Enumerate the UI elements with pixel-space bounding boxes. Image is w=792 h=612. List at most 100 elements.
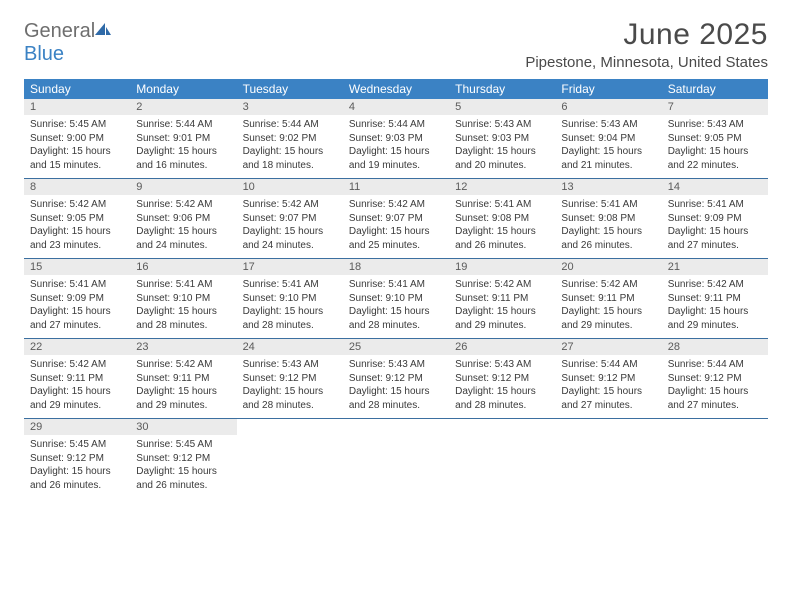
day-number: 11 bbox=[343, 179, 449, 195]
day-cell: Sunrise: 5:41 AMSunset: 9:10 PMDaylight:… bbox=[130, 275, 236, 338]
daylight-line: Daylight: 15 hours and 25 minutes. bbox=[349, 225, 443, 252]
day-cell bbox=[237, 435, 343, 498]
day-number: 2 bbox=[130, 99, 236, 115]
day-number: 24 bbox=[237, 339, 343, 355]
sunrise-line: Sunrise: 5:44 AM bbox=[668, 358, 762, 372]
sunrise-line: Sunrise: 5:45 AM bbox=[30, 438, 124, 452]
sunset-line: Sunset: 9:08 PM bbox=[455, 212, 549, 226]
day-cell: Sunrise: 5:45 AMSunset: 9:12 PMDaylight:… bbox=[24, 435, 130, 498]
day-cell: Sunrise: 5:42 AMSunset: 9:07 PMDaylight:… bbox=[343, 195, 449, 258]
day-cell: Sunrise: 5:42 AMSunset: 9:05 PMDaylight:… bbox=[24, 195, 130, 258]
daylight-line: Daylight: 15 hours and 22 minutes. bbox=[668, 145, 762, 172]
day-cell: Sunrise: 5:44 AMSunset: 9:12 PMDaylight:… bbox=[662, 355, 768, 418]
daylight-line: Daylight: 15 hours and 29 minutes. bbox=[30, 385, 124, 412]
daylight-line: Daylight: 15 hours and 28 minutes. bbox=[455, 385, 549, 412]
week-row: 2930Sunrise: 5:45 AMSunset: 9:12 PMDayli… bbox=[24, 418, 768, 498]
day-number: 3 bbox=[237, 99, 343, 115]
daylight-line: Daylight: 15 hours and 26 minutes. bbox=[136, 465, 230, 492]
dow-sunday: Sunday bbox=[24, 79, 130, 99]
sunrise-line: Sunrise: 5:42 AM bbox=[136, 358, 230, 372]
day-cell: Sunrise: 5:45 AMSunset: 9:00 PMDaylight:… bbox=[24, 115, 130, 178]
day-number: 30 bbox=[130, 419, 236, 435]
day-number: 21 bbox=[662, 259, 768, 275]
sunset-line: Sunset: 9:12 PM bbox=[561, 372, 655, 386]
sunrise-line: Sunrise: 5:44 AM bbox=[243, 118, 337, 132]
logo-blue: Blue bbox=[24, 43, 64, 65]
day-cell: Sunrise: 5:44 AMSunset: 9:12 PMDaylight:… bbox=[555, 355, 661, 418]
sunset-line: Sunset: 9:06 PM bbox=[136, 212, 230, 226]
daylight-line: Daylight: 15 hours and 29 minutes. bbox=[455, 305, 549, 332]
daylight-line: Daylight: 15 hours and 23 minutes. bbox=[30, 225, 124, 252]
daylight-line: Daylight: 15 hours and 21 minutes. bbox=[561, 145, 655, 172]
week-row: 15161718192021Sunrise: 5:41 AMSunset: 9:… bbox=[24, 258, 768, 338]
day-cell: Sunrise: 5:42 AMSunset: 9:06 PMDaylight:… bbox=[130, 195, 236, 258]
logo-general: General bbox=[24, 20, 95, 42]
sunrise-line: Sunrise: 5:44 AM bbox=[561, 358, 655, 372]
day-cell: Sunrise: 5:41 AMSunset: 9:08 PMDaylight:… bbox=[555, 195, 661, 258]
sunset-line: Sunset: 9:07 PM bbox=[243, 212, 337, 226]
day-cell: Sunrise: 5:44 AMSunset: 9:01 PMDaylight:… bbox=[130, 115, 236, 178]
sunrise-line: Sunrise: 5:41 AM bbox=[136, 278, 230, 292]
daylight-line: Daylight: 15 hours and 28 minutes. bbox=[349, 385, 443, 412]
day-number: 25 bbox=[343, 339, 449, 355]
daylight-line: Daylight: 15 hours and 18 minutes. bbox=[243, 145, 337, 172]
sunset-line: Sunset: 9:09 PM bbox=[30, 292, 124, 306]
day-cell: Sunrise: 5:41 AMSunset: 9:09 PMDaylight:… bbox=[24, 275, 130, 338]
page-subtitle: Pipestone, Minnesota, United States bbox=[525, 54, 768, 71]
sunset-line: Sunset: 9:07 PM bbox=[349, 212, 443, 226]
sunrise-line: Sunrise: 5:41 AM bbox=[561, 198, 655, 212]
daylight-line: Daylight: 15 hours and 29 minutes. bbox=[136, 385, 230, 412]
day-number: 8 bbox=[24, 179, 130, 195]
daylight-line: Daylight: 15 hours and 28 minutes. bbox=[243, 385, 337, 412]
sunset-line: Sunset: 9:09 PM bbox=[668, 212, 762, 226]
day-cell: Sunrise: 5:41 AMSunset: 9:10 PMDaylight:… bbox=[343, 275, 449, 338]
week-row: 891011121314Sunrise: 5:42 AMSunset: 9:05… bbox=[24, 178, 768, 258]
calendar: Sunday Monday Tuesday Wednesday Thursday… bbox=[24, 79, 768, 498]
sunrise-line: Sunrise: 5:41 AM bbox=[243, 278, 337, 292]
day-cell: Sunrise: 5:43 AMSunset: 9:03 PMDaylight:… bbox=[449, 115, 555, 178]
day-number: 10 bbox=[237, 179, 343, 195]
sunset-line: Sunset: 9:12 PM bbox=[349, 372, 443, 386]
daylight-line: Daylight: 15 hours and 29 minutes. bbox=[668, 305, 762, 332]
day-cell bbox=[662, 435, 768, 498]
day-number: 15 bbox=[24, 259, 130, 275]
day-number bbox=[343, 419, 449, 435]
day-cell: Sunrise: 5:42 AMSunset: 9:11 PMDaylight:… bbox=[555, 275, 661, 338]
sunset-line: Sunset: 9:10 PM bbox=[136, 292, 230, 306]
sunrise-line: Sunrise: 5:42 AM bbox=[455, 278, 549, 292]
logo-sail-icon bbox=[93, 20, 113, 43]
daylight-line: Daylight: 15 hours and 27 minutes. bbox=[561, 385, 655, 412]
daylight-line: Daylight: 15 hours and 27 minutes. bbox=[30, 305, 124, 332]
day-cell bbox=[449, 435, 555, 498]
sunrise-line: Sunrise: 5:42 AM bbox=[136, 198, 230, 212]
sunset-line: Sunset: 9:11 PM bbox=[455, 292, 549, 306]
dow-row: Sunday Monday Tuesday Wednesday Thursday… bbox=[24, 79, 768, 99]
sunrise-line: Sunrise: 5:44 AM bbox=[349, 118, 443, 132]
header: General Blue June 2025 Pipestone, Minnes… bbox=[24, 18, 768, 71]
day-cell: Sunrise: 5:41 AMSunset: 9:09 PMDaylight:… bbox=[662, 195, 768, 258]
daylight-line: Daylight: 15 hours and 19 minutes. bbox=[349, 145, 443, 172]
day-cell: Sunrise: 5:41 AMSunset: 9:08 PMDaylight:… bbox=[449, 195, 555, 258]
dow-friday: Friday bbox=[555, 79, 661, 99]
day-number: 4 bbox=[343, 99, 449, 115]
daylight-line: Daylight: 15 hours and 27 minutes. bbox=[668, 225, 762, 252]
sunrise-line: Sunrise: 5:42 AM bbox=[349, 198, 443, 212]
sunset-line: Sunset: 9:11 PM bbox=[561, 292, 655, 306]
daylight-line: Daylight: 15 hours and 24 minutes. bbox=[136, 225, 230, 252]
sunrise-line: Sunrise: 5:43 AM bbox=[349, 358, 443, 372]
day-number bbox=[555, 419, 661, 435]
sunset-line: Sunset: 9:04 PM bbox=[561, 132, 655, 146]
day-number: 18 bbox=[343, 259, 449, 275]
daylight-line: Daylight: 15 hours and 26 minutes. bbox=[30, 465, 124, 492]
daylight-line: Daylight: 15 hours and 26 minutes. bbox=[455, 225, 549, 252]
day-cell: Sunrise: 5:42 AMSunset: 9:11 PMDaylight:… bbox=[130, 355, 236, 418]
sunset-line: Sunset: 9:12 PM bbox=[243, 372, 337, 386]
sunrise-line: Sunrise: 5:42 AM bbox=[30, 358, 124, 372]
sunset-line: Sunset: 9:11 PM bbox=[668, 292, 762, 306]
week-row: 1234567Sunrise: 5:45 AMSunset: 9:00 PMDa… bbox=[24, 99, 768, 178]
sunset-line: Sunset: 9:11 PM bbox=[136, 372, 230, 386]
day-number: 16 bbox=[130, 259, 236, 275]
sunrise-line: Sunrise: 5:43 AM bbox=[243, 358, 337, 372]
day-number: 26 bbox=[449, 339, 555, 355]
day-cell: Sunrise: 5:44 AMSunset: 9:03 PMDaylight:… bbox=[343, 115, 449, 178]
